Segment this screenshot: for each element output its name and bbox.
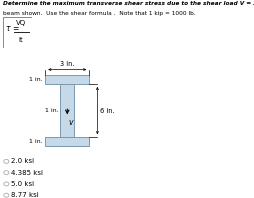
- Text: 4.385 ksi: 4.385 ksi: [11, 170, 43, 176]
- Text: 1 in.: 1 in.: [29, 139, 43, 144]
- Text: 3 in.: 3 in.: [60, 61, 74, 67]
- Bar: [45, 137, 89, 146]
- Text: 6 in.: 6 in.: [100, 108, 114, 114]
- Text: 5.0 ksi: 5.0 ksi: [11, 181, 34, 187]
- Text: 2.0 ksi: 2.0 ksi: [11, 158, 34, 164]
- Text: VQ: VQ: [15, 20, 26, 26]
- Text: Determine the maximum transverse shear stress due to the shear load V = 20 kip i: Determine the maximum transverse shear s…: [3, 1, 254, 6]
- Text: 1 in.: 1 in.: [29, 77, 43, 82]
- Bar: [45, 75, 89, 84]
- Text: 1 in.: 1 in.: [45, 108, 59, 113]
- Text: 8.77 ksi: 8.77 ksi: [11, 192, 38, 198]
- Bar: [60, 84, 74, 137]
- Text: It: It: [18, 37, 23, 43]
- Text: beam shown.  Use the shear formula .  Note that 1 kip = 1000 lb.: beam shown. Use the shear formula . Note…: [3, 11, 195, 16]
- Text: $\tau$ =: $\tau$ =: [5, 24, 20, 33]
- Text: v: v: [68, 118, 72, 127]
